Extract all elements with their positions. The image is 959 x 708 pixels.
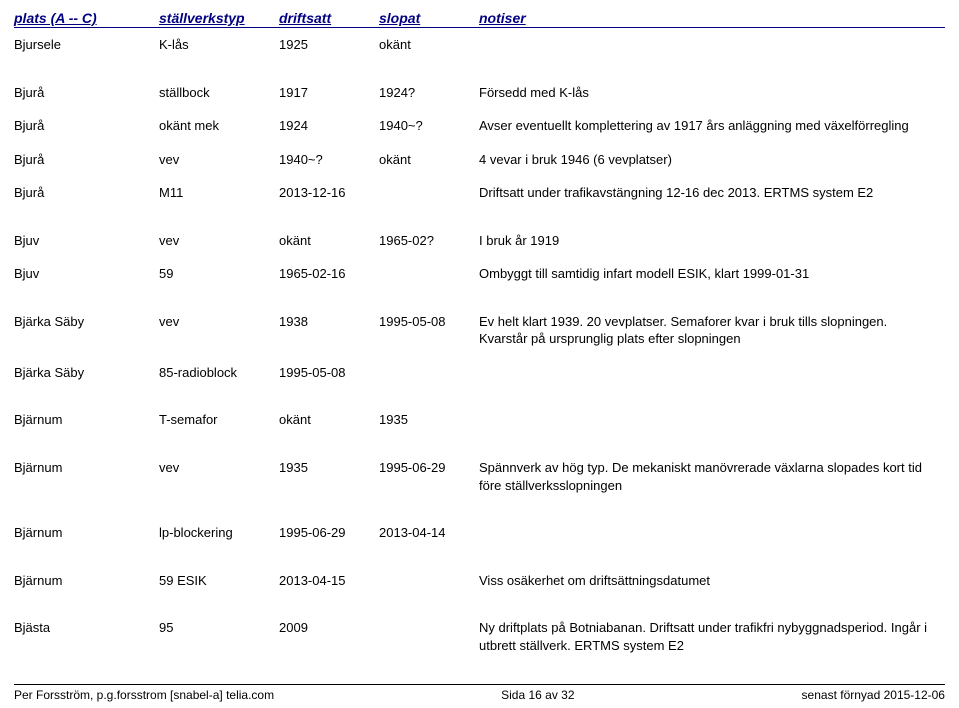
cell-drift: 1924 <box>279 117 379 135</box>
cell-typ: 59 ESIK <box>159 572 279 590</box>
cell-notiser: I bruk år 1919 <box>479 232 945 250</box>
cell-typ: vev <box>159 232 279 250</box>
cell-typ: 95 <box>159 619 279 637</box>
col-header-typ: ställverkstyp <box>159 10 279 26</box>
cell-typ: M11 <box>159 184 279 202</box>
row-group: Bjärnumvev19351995-06-29Spännverk av hög… <box>14 451 945 502</box>
cell-plats: Bjärnum <box>14 411 159 429</box>
cell-slopat: 2013-04-14 <box>379 524 479 542</box>
row-group: Bjärnum59 ESIK2013-04-15 Viss osäkerhet o… <box>14 564 945 598</box>
cell-slopat: 1924? <box>379 84 479 102</box>
cell-plats: Bjursele <box>14 36 159 54</box>
cell-slopat: okänt <box>379 151 479 169</box>
row-group: Bjärka Säbyvev19381995-05-08Ev helt klar… <box>14 305 945 390</box>
table-row: BjärnumT-semaforokänt1935 <box>14 403 945 437</box>
cell-notiser: Ombyggt till samtidig infart modell ESIK… <box>479 265 945 283</box>
cell-plats: Bjärnum <box>14 524 159 542</box>
cell-notiser: Försedd med K-lås <box>479 84 945 102</box>
table-row: Bjärnum59 ESIK2013-04-15 Viss osäkerhet o… <box>14 564 945 598</box>
cell-typ: lp-blockering <box>159 524 279 542</box>
cell-plats: Bjärnum <box>14 459 159 477</box>
cell-slopat: 1940~? <box>379 117 479 135</box>
col-header-notiser: notiser <box>479 10 945 26</box>
row-group: Bjuråställbock19171924?Försedd med K-lås… <box>14 76 945 210</box>
cell-typ: 59 <box>159 265 279 283</box>
table-body: BjurseleK-lås1925okäntBjuråställbock1917… <box>14 28 945 662</box>
cell-drift: 1995-06-29 <box>279 524 379 542</box>
cell-plats: Bjärka Säby <box>14 313 159 331</box>
cell-plats: Bjurå <box>14 117 159 135</box>
table-row: Bjuråokänt mek19241940~?Avser eventuellt… <box>14 109 945 143</box>
cell-typ: vev <box>159 313 279 331</box>
col-header-drift: driftsatt <box>279 10 379 26</box>
cell-plats: Bjärka Säby <box>14 364 159 382</box>
cell-plats: Bjärnum <box>14 572 159 590</box>
cell-notiser: Ev helt klart 1939. 20 vevplatser. Semaf… <box>479 313 945 348</box>
cell-notiser: Viss osäkerhet om driftsättningsdatumet <box>479 572 945 590</box>
cell-typ: T-semafor <box>159 411 279 429</box>
table-row: Bjärka Säby85-radioblock1995-05-08 <box>14 356 945 390</box>
cell-typ: K-lås <box>159 36 279 54</box>
cell-drift: 1925 <box>279 36 379 54</box>
table-row: Bjärnumlp-blockering1995-06-292013-04-14 <box>14 516 945 550</box>
cell-drift: 2013-12-16 <box>279 184 379 202</box>
table-header-row: plats (A -- C) ställverkstyp driftsatt s… <box>14 10 945 28</box>
table-row: Bjärnumvev19351995-06-29Spännverk av hög… <box>14 451 945 502</box>
row-group: Bjästa952009 Ny driftplats på Botniabanan… <box>14 611 945 662</box>
cell-plats: Bjurå <box>14 84 159 102</box>
row-group: BjärnumT-semaforokänt1935 <box>14 403 945 437</box>
cell-drift: 2013-04-15 <box>279 572 379 590</box>
footer-right: senast förnyad 2015-12-06 <box>802 688 945 702</box>
page: plats (A -- C) ställverkstyp driftsatt s… <box>0 0 959 708</box>
cell-drift: 1938 <box>279 313 379 331</box>
cell-notiser: Spännverk av hög typ. De mekaniskt manöv… <box>479 459 945 494</box>
cell-plats: Bjurå <box>14 184 159 202</box>
table-row: BjuråM112013-12-16 Driftsatt under trafik… <box>14 176 945 210</box>
row-group: Bjärnumlp-blockering1995-06-292013-04-14 <box>14 516 945 550</box>
table-row: Bjuvvevokänt1965-02?I bruk år 1919 <box>14 224 945 258</box>
cell-plats: Bjuv <box>14 232 159 250</box>
cell-plats: Bjästa <box>14 619 159 637</box>
cell-drift: 1965-02-16 <box>279 265 379 283</box>
col-header-slopat: slopat <box>379 10 479 26</box>
cell-drift: 1940~? <box>279 151 379 169</box>
table-row: Bjuv591965-02-16 Ombyggt till samtidig in… <box>14 257 945 291</box>
cell-slopat: 1995-06-29 <box>379 459 479 477</box>
footer-center: Sida 16 av 32 <box>501 688 574 702</box>
page-footer: Per Forsström, p.g.forsstrom [snabel-a] … <box>14 684 945 708</box>
cell-drift: okänt <box>279 232 379 250</box>
cell-notiser: Ny driftplats på Botniabanan. Driftsatt … <box>479 619 945 654</box>
cell-slopat: 1935 <box>379 411 479 429</box>
row-group: BjurseleK-lås1925okänt <box>14 28 945 62</box>
cell-slopat: 1965-02? <box>379 232 479 250</box>
table-row: Bjärka Säbyvev19381995-05-08Ev helt klar… <box>14 305 945 356</box>
cell-drift: 1917 <box>279 84 379 102</box>
cell-typ: ställbock <box>159 84 279 102</box>
col-header-plats: plats (A -- C) <box>14 10 159 26</box>
cell-typ: 85-radioblock <box>159 364 279 382</box>
cell-drift: okänt <box>279 411 379 429</box>
row-group: Bjuvvevokänt1965-02?I bruk år 1919Bjuv59… <box>14 224 945 291</box>
cell-slopat: 1995-05-08 <box>379 313 479 331</box>
cell-drift: 1935 <box>279 459 379 477</box>
cell-notiser: 4 vevar i bruk 1946 (6 vevplatser) <box>479 151 945 169</box>
cell-notiser: Avser eventuellt komplettering av 1917 å… <box>479 117 945 135</box>
cell-drift: 2009 <box>279 619 379 637</box>
table-row: Bjästa952009 Ny driftplats på Botniabanan… <box>14 611 945 662</box>
cell-typ: vev <box>159 459 279 477</box>
table-row: Bjuråställbock19171924?Försedd med K-lås <box>14 76 945 110</box>
cell-plats: Bjurå <box>14 151 159 169</box>
cell-plats: Bjuv <box>14 265 159 283</box>
cell-typ: vev <box>159 151 279 169</box>
cell-notiser: Driftsatt under trafikavstängning 12-16 … <box>479 184 945 202</box>
cell-drift: 1995-05-08 <box>279 364 379 382</box>
footer-left: Per Forsström, p.g.forsstrom [snabel-a] … <box>14 688 274 702</box>
table-row: Bjuråvev1940~?okänt4 vevar i bruk 1946 (… <box>14 143 945 177</box>
table-row: BjurseleK-lås1925okänt <box>14 28 945 62</box>
cell-slopat: okänt <box>379 36 479 54</box>
cell-typ: okänt mek <box>159 117 279 135</box>
